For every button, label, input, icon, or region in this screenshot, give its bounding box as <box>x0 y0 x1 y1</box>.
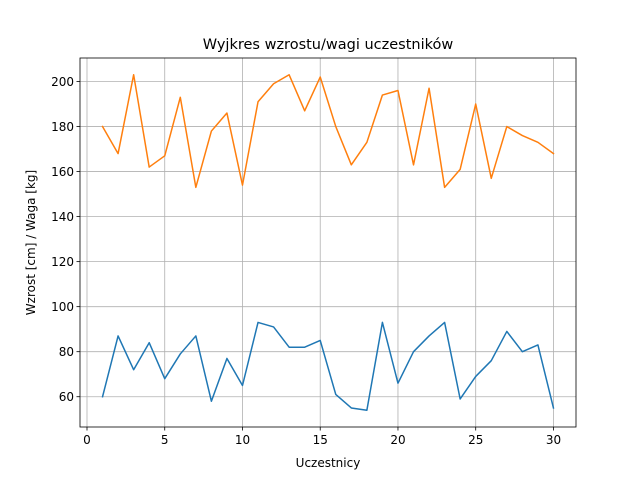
y-axis: 60 80 100 120 140 160 180 200 <box>51 75 80 404</box>
axes-frame <box>79 57 577 428</box>
y-tick-label: 160 <box>51 165 74 179</box>
series-line-2 <box>101 74 555 189</box>
plot-area <box>80 58 576 427</box>
y-tick-label: 180 <box>51 120 74 134</box>
chart-title: Wyjkres wzrostu/wagi uczestników <box>203 37 454 53</box>
x-tick-label: 30 <box>546 433 561 447</box>
x-axis-label: Uczestnicy <box>296 456 361 470</box>
x-axis: 0 5 10 15 20 25 30 <box>83 427 561 447</box>
x-tick-label: 25 <box>468 433 483 447</box>
x-tick-label: 5 <box>161 433 169 447</box>
y-tick-label: 140 <box>51 210 74 224</box>
grid <box>80 58 576 427</box>
x-tick-label: 15 <box>313 433 328 447</box>
x-tick-label: 20 <box>390 433 405 447</box>
x-tick-label: 0 <box>83 433 91 447</box>
y-tick-label: 80 <box>59 345 74 359</box>
y-tick-label: 120 <box>51 255 74 269</box>
y-tick-label: 200 <box>51 75 74 89</box>
series-layer <box>101 74 555 411</box>
y-tick-label: 100 <box>51 300 74 314</box>
y-tick-label: 60 <box>59 390 74 404</box>
x-tick-label: 10 <box>235 433 250 447</box>
series-line-1 <box>101 321 555 411</box>
y-axis-label: Wzrost [cm] / Waga [kg] <box>24 170 38 315</box>
